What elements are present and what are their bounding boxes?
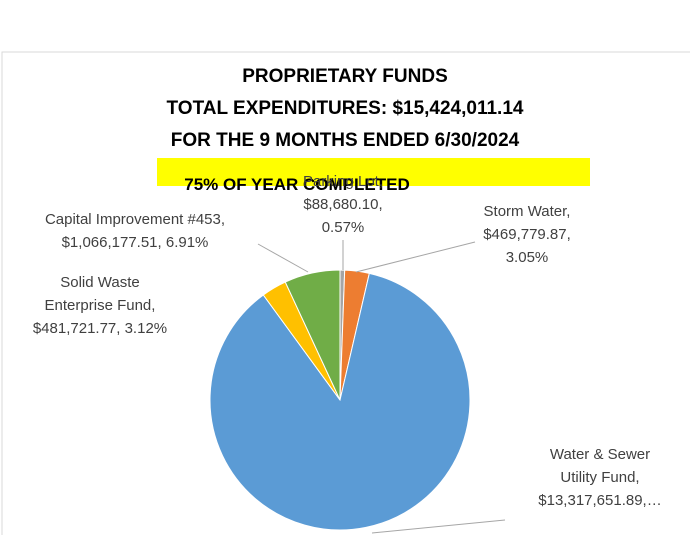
data-label-line: 0.57% — [322, 219, 365, 236]
data-label-line: Water & Sewer — [550, 446, 650, 463]
chart-title: TOTAL EXPENDITURES: $15,424,011.14 — [167, 98, 524, 119]
data-label: Capital Improvement #453, $1,066,177.51, … — [45, 211, 225, 251]
data-label-line: Parking Lot, — [303, 173, 383, 190]
data-label-line: $481,721.77, 3.12% — [33, 320, 167, 337]
data-label: Water & Sewer Utility Fund, $13,317,651.89… — [538, 446, 661, 509]
chart-subtitle: 75% OF YEAR COMPLETED — [184, 175, 409, 194]
data-label-line: Capital Improvement #453, — [45, 211, 225, 228]
chart-title: PROPRIETARY FUNDS — [242, 66, 448, 87]
leader-line — [355, 241, 476, 273]
data-label: Solid Waste Enterprise Fund, $481,721.77, … — [33, 274, 167, 337]
pie-slice — [284, 269, 341, 401]
subtitle-highlight — [157, 158, 590, 186]
leader-line — [371, 519, 506, 534]
data-label-line: $13,317,651.89,… — [538, 492, 661, 509]
data-label-line: 3.05% — [506, 249, 549, 266]
data-label-line: $1,066,177.51, 6.91% — [62, 234, 209, 251]
chart-title: FOR THE 9 MONTHS ENDED 6/30/2024 — [171, 130, 520, 151]
leader-line — [257, 243, 309, 273]
data-label-line: $88,680.10, — [303, 196, 382, 213]
data-label: Parking Lot, $88,680.10, 0.57% — [303, 173, 383, 236]
pie-slice — [209, 272, 471, 531]
data-label-line: Storm Water, — [484, 203, 571, 220]
data-label: Storm Water, $469,779.87, 3.05% — [483, 203, 571, 266]
data-label-line: Solid Waste — [60, 274, 139, 291]
data-label-line: Utility Fund, — [560, 469, 639, 486]
data-label-line: Enterprise Fund, — [45, 297, 156, 314]
data-label-line: $469,779.87, — [483, 226, 571, 243]
